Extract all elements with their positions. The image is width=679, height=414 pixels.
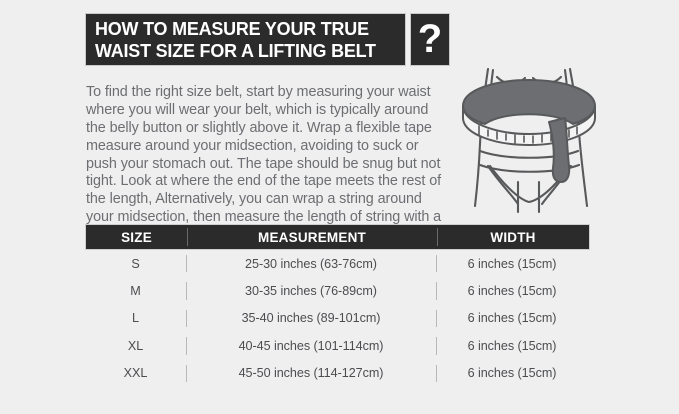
table-row: XXL 45-50 inches (114-127cm) 6 inches (1… [85, 360, 590, 387]
cell-measurement: 30-35 inches (76-89cm) [245, 284, 377, 299]
question-mark-icon: ? [417, 16, 443, 61]
tape-back-band [462, 79, 596, 125]
cell-size: XL [127, 338, 144, 353]
question-mark-badge: ? [410, 13, 450, 66]
tape-hanging-tail [548, 117, 571, 183]
row-divider-1 [186, 364, 187, 382]
row-divider-1 [186, 337, 187, 355]
cell-width: 6 inches (15cm) [467, 311, 557, 326]
brief-outline [488, 164, 572, 204]
cell-size: L [132, 311, 139, 326]
tape-tick-marks [478, 125, 578, 144]
cell-width: 6 inches (15cm) [467, 366, 557, 381]
table-header-row: SIZE MEASUREMENT WIDTH [85, 224, 590, 250]
row-divider-1 [186, 309, 187, 328]
cell-width: 6 inches (15cm) [467, 256, 557, 271]
row-divider-1 [186, 255, 187, 273]
table-row: L 35-40 inches (89-101cm) 6 inches (15cm… [85, 305, 590, 332]
column-header-measurement: MEASUREMENT [258, 229, 366, 245]
header-divider-1 [187, 228, 188, 246]
hip-band-top [478, 149, 580, 159]
cell-width: 6 inches (15cm) [467, 284, 557, 299]
cell-measurement: 25-30 inches (63-76cm) [245, 256, 377, 271]
row-divider-1 [186, 282, 187, 300]
row-divider-2 [436, 337, 437, 355]
page-title-line-2: WAIST SIZE FOR A LIFTING BELT [95, 39, 376, 61]
cell-measurement: 45-50 inches (114-127cm) [238, 366, 384, 381]
table-row: XL 40-45 inches (101-114cm) 6 inches (15… [85, 332, 590, 359]
table-row: M 30-35 inches (76-89cm) 6 inches (15cm) [85, 277, 590, 304]
page-title: HOW TO MEASURE YOUR TRUE WAIST SIZE FOR … [85, 13, 406, 66]
page-title-line-1: HOW TO MEASURE YOUR TRUE [95, 17, 369, 39]
cell-width: 6 inches (15cm) [467, 338, 557, 353]
torso-with-measuring-tape-illustration [455, 14, 675, 219]
cell-size: M [130, 284, 141, 299]
thigh-inner-left [486, 164, 520, 206]
column-header-size: SIZE [121, 229, 152, 245]
row-divider-2 [436, 309, 437, 328]
size-chart-table: SIZE MEASUREMENT WIDTH S 25-30 inches (6… [85, 224, 590, 387]
instructions-paragraph: To find the right size belt, start by me… [86, 84, 442, 242]
cell-measurement: 35-40 inches (89-101cm) [241, 311, 381, 326]
row-divider-2 [436, 255, 437, 273]
row-divider-2 [436, 282, 437, 300]
torso-illustration-svg [462, 67, 596, 214]
table-row: S 25-30 inches (63-76cm) 6 inches (15cm) [85, 250, 590, 277]
header-divider-2 [437, 228, 438, 246]
cell-size: XXL [123, 366, 148, 381]
cell-size: S [131, 256, 140, 271]
cell-measurement: 40-45 inches (101-114cm) [238, 338, 384, 353]
row-divider-2 [436, 364, 437, 382]
column-header-width: WIDTH [490, 229, 536, 245]
header-banner: HOW TO MEASURE YOUR TRUE WAIST SIZE FOR … [85, 13, 450, 66]
